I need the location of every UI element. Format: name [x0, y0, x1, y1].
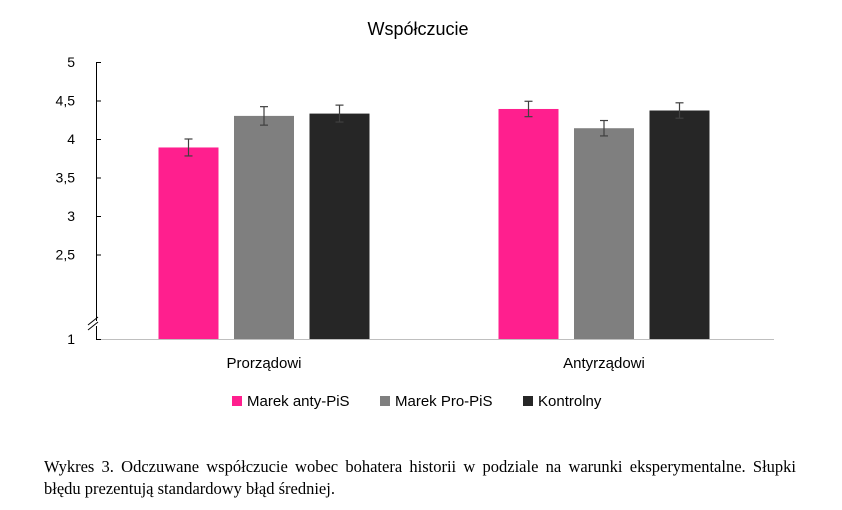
y-tick-label: 2,5 — [56, 247, 76, 263]
error-bar — [260, 106, 268, 126]
y-tick-labels: 1 2,5 3 3,5 4 4,5 5 — [56, 54, 76, 347]
legend-label: Kontrolny — [538, 393, 602, 410]
category-label: Prorządowi — [226, 355, 301, 372]
legend-item: Kontrolny — [523, 393, 602, 410]
legend-item: Marek Pro-PiS — [380, 393, 493, 410]
y-tick-label: 3 — [67, 208, 75, 224]
figure-caption: Wykres 3. Odczuwane współczucie wobec bo… — [44, 457, 796, 498]
axes — [87, 62, 774, 340]
error-bar — [184, 138, 193, 157]
legend: Marek anty-PiS Marek Pro-PiS Kontrolny — [232, 393, 602, 410]
y-tick-label: 3,5 — [56, 170, 76, 186]
y-tick-label: 5 — [67, 54, 75, 70]
chart-title: Współczucie — [367, 19, 468, 39]
chart: Współczucie 1 2,5 3 3,5 4 4,5 5 Prorządowi Anty… — [56, 19, 774, 410]
bar — [158, 147, 219, 339]
legend-swatch — [380, 396, 390, 406]
error-bar — [524, 100, 533, 118]
category-label: Antyrządowi — [563, 355, 645, 372]
bar — [309, 113, 370, 339]
bar — [234, 115, 294, 340]
y-tick-label: 1 — [67, 331, 75, 347]
error-bar — [600, 119, 608, 137]
legend-label: Marek anty-PiS — [247, 393, 350, 410]
legend-swatch — [523, 396, 533, 406]
legend-item: Marek anty-PiS — [232, 393, 350, 410]
bar — [498, 108, 559, 339]
bars — [158, 100, 710, 340]
error-bar — [335, 104, 344, 123]
axis-break-slash — [87, 321, 99, 331]
y-tick-label: 4,5 — [56, 93, 76, 109]
axis-break-slash — [87, 316, 99, 326]
y-tick-label: 4 — [67, 131, 75, 147]
legend-label: Marek Pro-PiS — [395, 393, 493, 410]
bar — [574, 128, 634, 339]
legend-swatch — [232, 396, 242, 406]
error-bar — [675, 102, 684, 119]
bar — [649, 110, 710, 339]
axis-break — [87, 316, 101, 331]
category-labels: Prorządowi Antyrządowi — [226, 355, 644, 372]
